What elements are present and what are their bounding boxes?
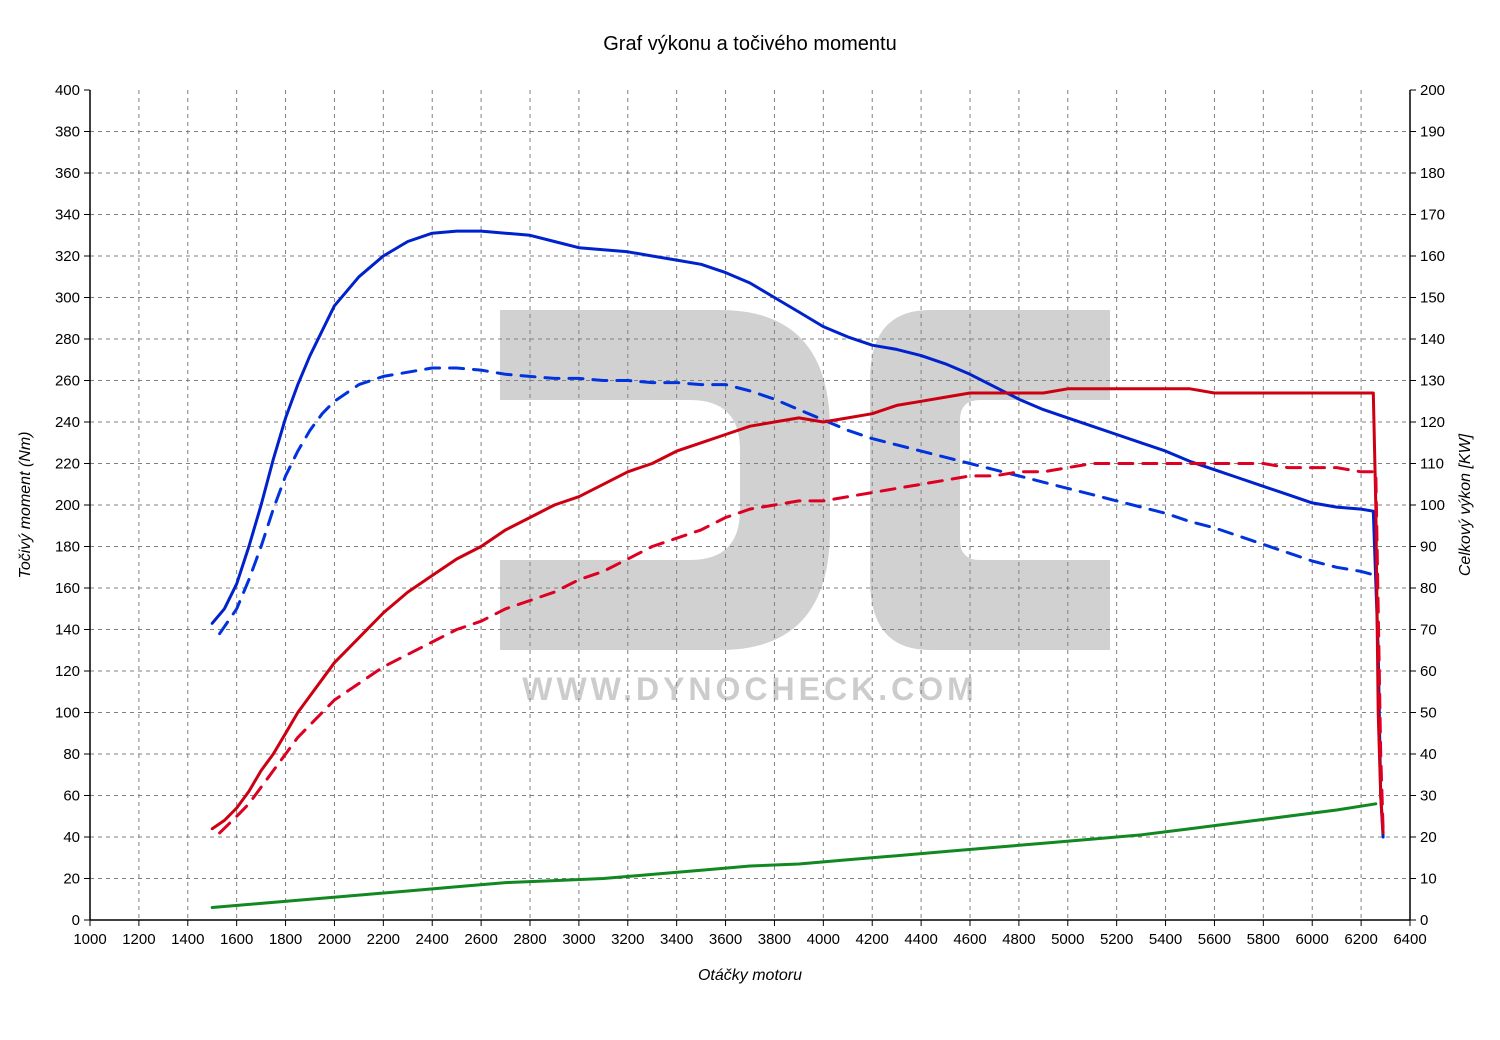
y-right-tick-label: 90 — [1420, 539, 1437, 556]
y-left-tick-label: 200 — [55, 497, 80, 514]
y-left-tick-label: 380 — [55, 124, 80, 141]
y-left-tick-label: 120 — [55, 663, 80, 680]
watermark-url: WWW.DYNOCHECK.COM — [522, 671, 978, 707]
y-left-tick-label: 140 — [55, 622, 80, 639]
x-axis-label: Otáčky motoru — [698, 967, 802, 984]
y-right-tick-label: 10 — [1420, 871, 1437, 888]
x-tick-label: 2400 — [416, 931, 449, 948]
x-tick-label: 1000 — [73, 931, 106, 948]
y-left-tick-label: 400 — [55, 82, 80, 99]
x-tick-label: 6000 — [1296, 931, 1329, 948]
y-left-tick-label: 220 — [55, 456, 80, 473]
x-tick-label: 3800 — [758, 931, 791, 948]
y-right-tick-label: 70 — [1420, 622, 1437, 639]
x-tick-label: 6200 — [1344, 931, 1377, 948]
y-right-tick-label: 170 — [1420, 207, 1445, 224]
y-left-tick-label: 20 — [63, 871, 80, 888]
x-tick-label: 4400 — [904, 931, 937, 948]
x-tick-label: 1800 — [269, 931, 302, 948]
y-right-tick-label: 160 — [1420, 248, 1445, 265]
y-left-tick-label: 240 — [55, 414, 80, 431]
y-left-tick-label: 180 — [55, 539, 80, 556]
y-right-tick-label: 140 — [1420, 331, 1445, 348]
x-tick-label: 5200 — [1100, 931, 1133, 948]
x-tick-label: 3200 — [611, 931, 644, 948]
x-tick-label: 1600 — [220, 931, 253, 948]
y-right-tick-label: 100 — [1420, 497, 1445, 514]
y-right-tick-label: 180 — [1420, 165, 1445, 182]
chart-svg: WWW.DYNOCHECK.COM10001200140016001800200… — [0, 0, 1500, 1040]
y-left-tick-label: 80 — [63, 746, 80, 763]
x-tick-label: 5600 — [1198, 931, 1231, 948]
y-left-tick-label: 40 — [63, 829, 80, 846]
y-left-tick-label: 260 — [55, 373, 80, 390]
y-left-tick-label: 100 — [55, 705, 80, 722]
x-tick-label: 6400 — [1393, 931, 1426, 948]
x-tick-label: 5800 — [1247, 931, 1280, 948]
y-right-tick-label: 20 — [1420, 829, 1437, 846]
y-right-tick-label: 120 — [1420, 414, 1445, 431]
y-right-tick-label: 50 — [1420, 705, 1437, 722]
y-left-tick-label: 60 — [63, 788, 80, 805]
y-right-tick-label: 40 — [1420, 746, 1437, 763]
x-tick-label: 1200 — [122, 931, 155, 948]
y-right-tick-label: 0 — [1420, 912, 1428, 929]
y-right-tick-label: 150 — [1420, 290, 1445, 307]
x-tick-label: 5400 — [1149, 931, 1182, 948]
x-tick-label: 4000 — [807, 931, 840, 948]
x-tick-label: 3400 — [660, 931, 693, 948]
y-left-tick-label: 160 — [55, 580, 80, 597]
y-right-tick-label: 200 — [1420, 82, 1445, 99]
y-right-tick-label: 80 — [1420, 580, 1437, 597]
x-tick-label: 4200 — [856, 931, 889, 948]
x-tick-label: 2800 — [513, 931, 546, 948]
y-right-tick-label: 30 — [1420, 788, 1437, 805]
y-right-tick-label: 130 — [1420, 373, 1445, 390]
y-left-tick-label: 280 — [55, 331, 80, 348]
y-left-tick-label: 320 — [55, 248, 80, 265]
y-left-tick-label: 360 — [55, 165, 80, 182]
dyno-chart: WWW.DYNOCHECK.COM10001200140016001800200… — [0, 0, 1500, 1040]
x-tick-label: 2600 — [464, 931, 497, 948]
x-tick-label: 1400 — [171, 931, 204, 948]
x-tick-label: 2000 — [318, 931, 351, 948]
x-tick-label: 3000 — [562, 931, 595, 948]
y-left-tick-label: 340 — [55, 207, 80, 224]
y-left-tick-label: 0 — [72, 912, 80, 929]
x-tick-label: 4600 — [953, 931, 986, 948]
x-tick-label: 5000 — [1051, 931, 1084, 948]
y-right-tick-label: 60 — [1420, 663, 1437, 680]
y-right-axis-label: Celkový výkon [KW] — [1457, 433, 1474, 576]
x-tick-label: 3600 — [709, 931, 742, 948]
x-tick-label: 2200 — [367, 931, 400, 948]
y-left-axis-label: Točivý moment (Nm) — [17, 432, 34, 579]
y-right-tick-label: 190 — [1420, 124, 1445, 141]
y-left-tick-label: 300 — [55, 290, 80, 307]
x-tick-label: 4800 — [1002, 931, 1035, 948]
chart-title: Graf výkonu a točivého momentu — [603, 33, 896, 55]
y-right-tick-label: 110 — [1420, 456, 1444, 473]
